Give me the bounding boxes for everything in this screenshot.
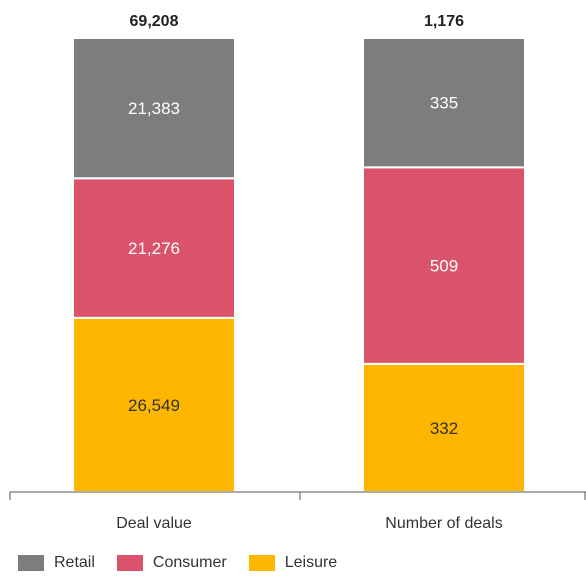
total-label-deal-value: 69,208 xyxy=(130,13,179,30)
legend-label-consumer: Consumer xyxy=(152,554,227,571)
legend-item-retail: Retail xyxy=(18,554,95,572)
data-label-consumer-deal-value: 21,276 xyxy=(128,239,180,258)
data-label-retail-number-of-deals: 335 xyxy=(430,94,458,113)
data-label-retail-deal-value: 21,383 xyxy=(128,99,180,118)
legend: Retail Consumer Leisure xyxy=(18,554,359,572)
bar-segment-leisure-number-of-deals xyxy=(362,362,526,493)
category-label-number-of-deals: Number of deals xyxy=(385,515,502,532)
legend-swatch-retail xyxy=(18,555,44,571)
legend-label-retail: Retail xyxy=(54,554,95,571)
bar-segment-consumer-number-of-deals xyxy=(362,166,526,365)
bar-segment-consumer-deal-value xyxy=(72,177,236,319)
bar-segment-leisure-deal-value xyxy=(72,316,236,493)
data-label-leisure-deal-value: 26,549 xyxy=(128,396,180,415)
data-label-consumer-number-of-deals: 509 xyxy=(430,257,458,276)
legend-item-consumer: Consumer xyxy=(116,554,227,572)
category-label-deal-value: Deal value xyxy=(116,515,192,532)
bar-area: 26,549 21,276 21,383 332 509 335 xyxy=(72,37,526,493)
legend-swatch-leisure xyxy=(248,555,275,571)
bar-segment-retail-deal-value xyxy=(72,37,236,180)
bar-segment-retail-number-of-deals xyxy=(362,37,526,169)
data-label-leisure-number-of-deals: 332 xyxy=(430,419,458,438)
stacked-bar-chart: 26,549 21,276 21,383 332 509 335 Deal value N… xyxy=(9,13,586,532)
legend-item-leisure: Leisure xyxy=(248,554,338,572)
total-label-number-of-deals: 1,176 xyxy=(424,13,464,30)
legend-label-leisure: Leisure xyxy=(284,554,338,571)
legend-swatch-consumer xyxy=(116,555,143,571)
